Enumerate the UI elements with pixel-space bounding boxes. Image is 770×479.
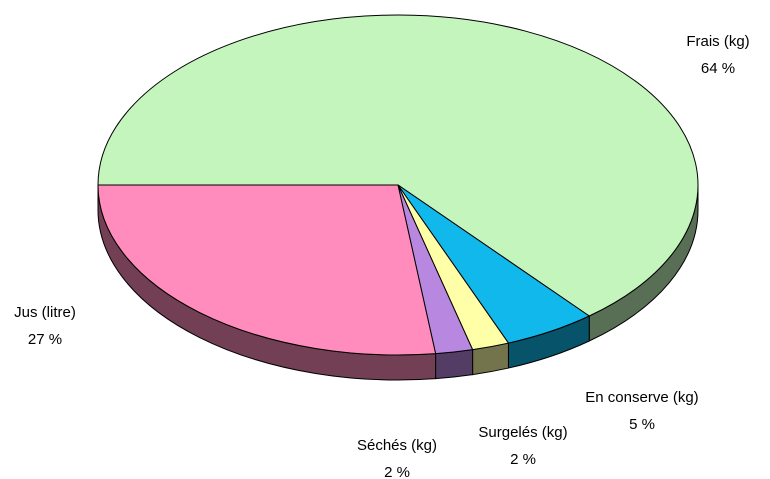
slice-label: Jus (litre) <box>14 304 76 321</box>
slice-value-label: 2 % <box>384 464 410 479</box>
pie-side <box>435 349 474 380</box>
slice-label: Séchés (kg) <box>357 437 437 454</box>
pie-slice <box>97 184 437 356</box>
slice-label: Surgelés (kg) <box>478 424 567 441</box>
pie-slice <box>97 14 699 317</box>
slice-value-label: 27 % <box>28 331 62 348</box>
slice-label: En conserve (kg) <box>585 389 698 406</box>
slice-value-label: 5 % <box>629 416 655 433</box>
slice-value-label: 64 % <box>701 60 735 77</box>
slice-label: Frais (kg) <box>686 33 749 50</box>
slice-value-label: 2 % <box>510 451 536 468</box>
